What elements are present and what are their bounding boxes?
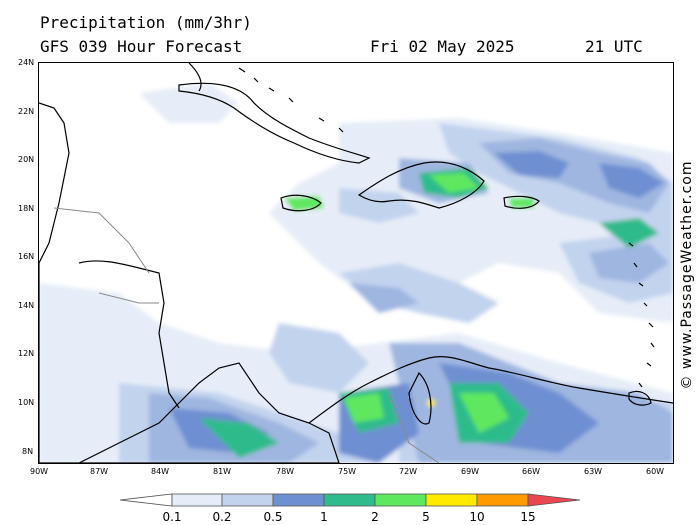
scale-band bbox=[476, 493, 529, 507]
scale-label: 0.2 bbox=[212, 510, 232, 524]
scale-band bbox=[323, 493, 376, 507]
precipitation-map bbox=[38, 62, 674, 464]
coastline-south-america bbox=[308, 356, 673, 424]
scale-label: 1 bbox=[320, 510, 328, 524]
scale-label: 0.1 bbox=[162, 510, 182, 524]
coastlines bbox=[39, 63, 673, 463]
precip-area-light bbox=[39, 293, 99, 383]
precip-area-medium bbox=[339, 263, 499, 323]
coastline-lesser-antilles bbox=[628, 242, 655, 388]
lon-label: 66W bbox=[522, 467, 541, 476]
scale-band bbox=[425, 493, 478, 507]
lat-label: 12N bbox=[18, 349, 35, 358]
scale-band bbox=[272, 493, 325, 507]
scale-arrow-right bbox=[527, 493, 581, 507]
precip-area-2mm bbox=[599, 163, 664, 198]
lat-label: 18N bbox=[18, 204, 35, 213]
lon-label: 84W bbox=[151, 467, 170, 476]
coastline-jamaica bbox=[280, 194, 322, 212]
lat-label: 14N bbox=[18, 301, 35, 310]
precip-area-10mm bbox=[284, 196, 324, 211]
map-title: Precipitation (mm/3hr) bbox=[40, 13, 252, 32]
coastline-cuba bbox=[178, 82, 371, 164]
lon-label: 90W bbox=[30, 467, 49, 476]
precip-area-2mm bbox=[494, 151, 569, 178]
forecast-subtitle: GFS 039 Hour Forecast bbox=[40, 37, 243, 56]
precip-area-10mm bbox=[429, 173, 479, 193]
coastline-central-america bbox=[39, 102, 340, 463]
precip-area-10mm bbox=[509, 198, 534, 208]
precip-area-5mm bbox=[599, 218, 659, 248]
precip-area-1mm bbox=[589, 243, 669, 283]
coastline-nicaragua bbox=[78, 260, 180, 409]
scale-label: 2 bbox=[371, 510, 379, 524]
precip-area-medium bbox=[339, 188, 419, 223]
lat-label: 20N bbox=[18, 155, 35, 164]
copyright-credit: © www.PassageWeather.com bbox=[676, 145, 698, 405]
lon-label: 63W bbox=[584, 467, 603, 476]
copyright-text: © www.PassageWeather.com bbox=[679, 160, 695, 390]
map-canvas bbox=[39, 63, 673, 463]
precipitation-field bbox=[39, 83, 673, 463]
scale-band bbox=[374, 493, 427, 507]
lat-label: 24N bbox=[18, 58, 35, 67]
lon-label: 78W bbox=[276, 467, 295, 476]
coastline-maracaibo bbox=[408, 371, 432, 425]
coastline-hispaniola bbox=[357, 161, 485, 209]
coastline-trinidad bbox=[628, 390, 652, 406]
forecast-date: Fri 02 May 2025 bbox=[370, 37, 515, 56]
precip-area-1mm bbox=[349, 283, 419, 313]
coastline-puerto-rico bbox=[503, 195, 540, 209]
coastline-bahamas bbox=[238, 67, 344, 133]
scale-band bbox=[221, 493, 274, 507]
forecast-time: 21 UTC bbox=[585, 37, 643, 56]
precip-area-light bbox=[139, 83, 239, 123]
scale-label: 5 bbox=[422, 510, 430, 524]
scale-label: 15 bbox=[520, 510, 536, 524]
lon-label: 69W bbox=[461, 467, 480, 476]
scale-band bbox=[171, 493, 223, 507]
color-scale bbox=[119, 493, 581, 507]
country-borders bbox=[53, 207, 440, 463]
lat-label: 8N bbox=[22, 447, 34, 456]
lon-label: 72W bbox=[399, 467, 418, 476]
scale-arrow-left bbox=[119, 493, 173, 507]
scale-label: 10 bbox=[469, 510, 485, 524]
lat-label: 10N bbox=[18, 398, 35, 407]
precip-area-10mm bbox=[344, 393, 384, 423]
precip-area-5mm bbox=[199, 418, 279, 458]
lon-label: 75W bbox=[338, 467, 357, 476]
precip-area-10mm bbox=[459, 393, 509, 433]
scale-label: 0.5 bbox=[263, 510, 283, 524]
lat-label: 16N bbox=[18, 252, 35, 261]
lon-label: 87W bbox=[90, 467, 109, 476]
lon-label: 60W bbox=[646, 467, 665, 476]
coastline-florida bbox=[188, 63, 202, 92]
lat-label: 22N bbox=[18, 107, 35, 116]
lon-label: 81W bbox=[213, 467, 232, 476]
precip-area-medium bbox=[269, 323, 369, 393]
